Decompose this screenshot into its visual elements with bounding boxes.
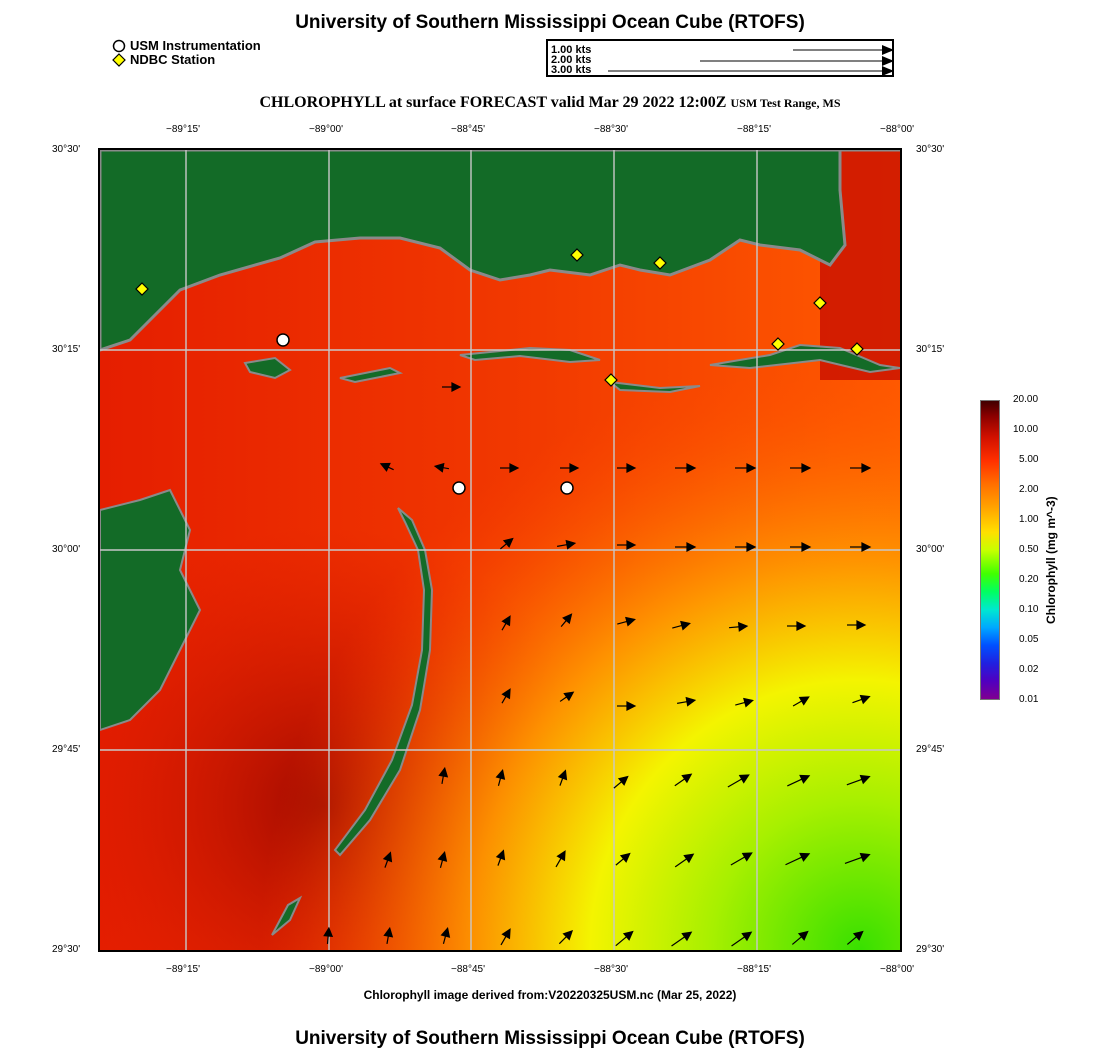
bottom-tick-4: −88°30' [594,964,628,975]
legend-usm-label: USM Instrumentation [130,38,261,53]
island-3 [459,346,601,364]
cb-val-20: 20.00 [1013,394,1039,405]
small-island-south [271,895,303,936]
usm-instrument-icon [112,39,126,52]
image-caption: Chlorophyll image derived from:V20220325… [363,988,737,1002]
cb-val-1: 1.00 [1019,514,1039,525]
current-vectors [323,382,872,947]
top-tick-1: −89°15' [166,124,200,135]
chandeleur-islands [333,507,434,857]
ndbc-station-3[interactable] [653,256,667,270]
left-tick-1: 30°30' [52,144,81,155]
colorbar-label: Chlorophyll (mg m^-3) [1044,496,1058,624]
island-2 [339,366,404,384]
cb-val-10: 10.00 [1013,424,1039,435]
cb-val-001: 0.01 [1019,694,1039,705]
map-subtitle: CHLOROPHYLL at surface FORECAST valid Ma… [0,94,1100,112]
bottom-tick-3: −88°45' [451,964,485,975]
speed-1kts: 1.00 kts [551,44,592,56]
top-tick-3: −88°45' [451,124,485,135]
grid-lines [100,150,900,950]
legend-ndbc-row: NDBC Station [112,52,261,67]
subtitle-region: USM Test Range, MS [730,96,841,110]
speed-2kts: 2.00 kts [551,54,592,66]
cb-val-5: 5.00 [1019,454,1039,465]
right-tick-1: 30°30' [916,144,945,155]
ndbc-station-5[interactable] [771,337,785,351]
top-tick-2: −89°00' [309,124,343,135]
legend-usm-row: USM Instrumentation [112,38,261,53]
usm-station-1[interactable] [276,333,290,347]
legend-ndbc-label: NDBC Station [130,52,216,67]
subtitle-main: CHLOROPHYLL at surface FORECAST valid Ma… [259,94,727,111]
ndbc-station-icon [112,52,126,67]
ndbc-station-7[interactable] [604,373,618,387]
island-4 [606,380,701,394]
right-tick-4: 29°45' [916,744,945,755]
left-tick-4: 29°45' [52,744,81,755]
top-tick-6: −88°00' [880,124,914,135]
cb-val-02: 0.20 [1019,574,1039,585]
usm-station-2[interactable] [452,481,466,495]
right-tick-5: 29°30' [916,944,945,955]
left-tick-3: 30°00' [52,544,81,555]
top-tick-4: −88°30' [594,124,628,135]
usm-instruments [276,333,574,495]
speed-legend-arrows [608,45,894,76]
island-1 [243,356,292,380]
left-tick-2: 30°15' [52,344,81,355]
chlorophyll-map [100,150,900,950]
colorbar [980,400,1000,700]
symbol-legend: USM Instrumentation NDBC Station [112,38,261,67]
ndbc-station-6[interactable] [850,342,864,356]
cb-val-005: 0.05 [1019,634,1039,645]
ndbc-station-1[interactable] [135,282,149,296]
speed-legend-labels: 1.00 kts 2.00 kts 3.00 kts [551,44,592,76]
bottom-tick-5: −88°15' [737,964,771,975]
usm-station-3[interactable] [560,481,574,495]
cb-val-01: 0.10 [1019,604,1039,615]
footer-title: University of Southern Mississippi Ocean… [295,1028,805,1049]
right-tick-2: 30°15' [916,344,945,355]
bottom-tick-2: −89°00' [309,964,343,975]
top-tick-5: −88°15' [737,124,771,135]
left-tick-5: 29°30' [52,944,81,955]
speed-3kts: 3.00 kts [551,64,592,76]
cb-val-2: 2.00 [1019,484,1039,495]
ndbc-stations [135,248,864,387]
bottom-tick-6: −88°00' [880,964,914,975]
ndbc-station-2[interactable] [570,248,584,262]
cb-val-05: 0.50 [1019,544,1039,555]
ndbc-station-4[interactable] [813,296,827,310]
right-tick-3: 30°00' [916,544,945,555]
cb-val-002: 0.02 [1019,664,1039,675]
bottom-tick-1: −89°15' [166,964,200,975]
mainland [100,150,847,352]
page-title: University of Southern Mississippi Ocean… [295,12,805,33]
speed-legend: 1.00 kts 2.00 kts 3.00 kts [546,39,894,77]
